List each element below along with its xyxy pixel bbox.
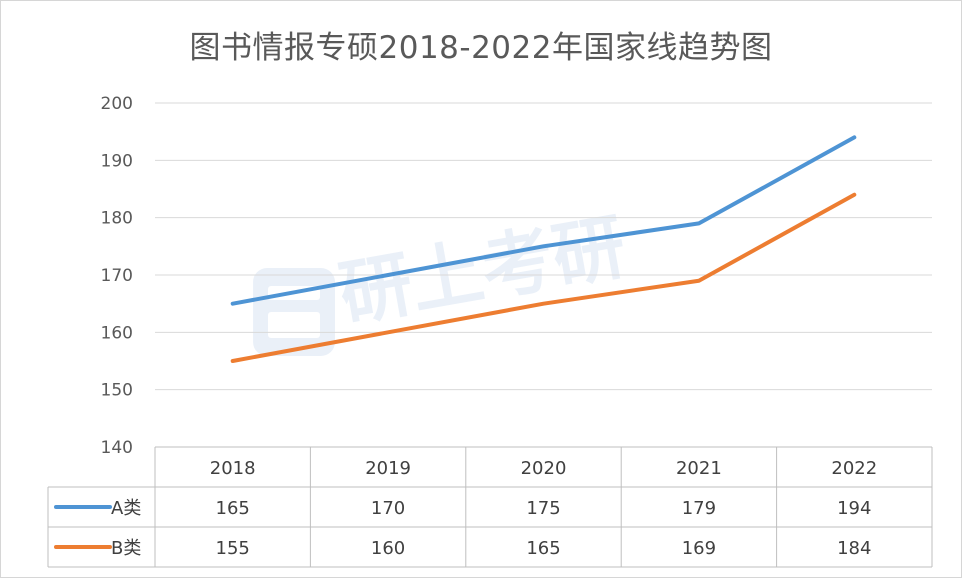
- x-tick-label: 2021: [676, 458, 722, 479]
- table-cell-value: 160: [371, 538, 405, 559]
- series-line: [230, 135, 857, 306]
- data-table: 2018 2019 2020 2021 2022 A类 165 170 175 179 194 B类 1…: [47, 446, 933, 568]
- table-cell-value: 179: [682, 498, 716, 519]
- y-tick-label: 170: [101, 266, 133, 286]
- legend-label: A类: [111, 498, 141, 519]
- legend-label: B类: [111, 538, 141, 559]
- y-tick-label: 180: [101, 209, 133, 229]
- x-tick-label: 2022: [831, 458, 877, 479]
- grid-lines: [155, 102, 932, 448]
- table-cell-value: 165: [216, 498, 250, 519]
- y-tick-label: 140: [101, 438, 133, 458]
- y-tick-label: 150: [101, 381, 133, 401]
- x-tick-label: 2019: [365, 458, 411, 479]
- table-cell-value: 165: [526, 538, 560, 559]
- series-lines: [230, 135, 857, 363]
- watermark: 研上考研: [253, 204, 632, 356]
- x-tick-label: 2020: [521, 458, 567, 479]
- y-tick-label: 190: [101, 151, 133, 171]
- chart-title: 图书情报专硕2018-2022年国家线趋势图: [189, 30, 773, 66]
- table-cell-value: 175: [526, 498, 560, 519]
- x-tick-label: 2018: [210, 458, 256, 479]
- table-cell-value: 184: [837, 538, 871, 559]
- table-cell-value: 194: [837, 498, 871, 519]
- table-cell-value: 169: [682, 538, 716, 559]
- y-tick-label: 200: [101, 94, 133, 114]
- y-tick-label: 160: [101, 323, 133, 343]
- y-axis: 140 150 160 170 180 190 200: [101, 94, 133, 458]
- series-line: [230, 192, 857, 363]
- table-cell-value: 170: [371, 498, 405, 519]
- table-cell-value: 155: [216, 538, 250, 559]
